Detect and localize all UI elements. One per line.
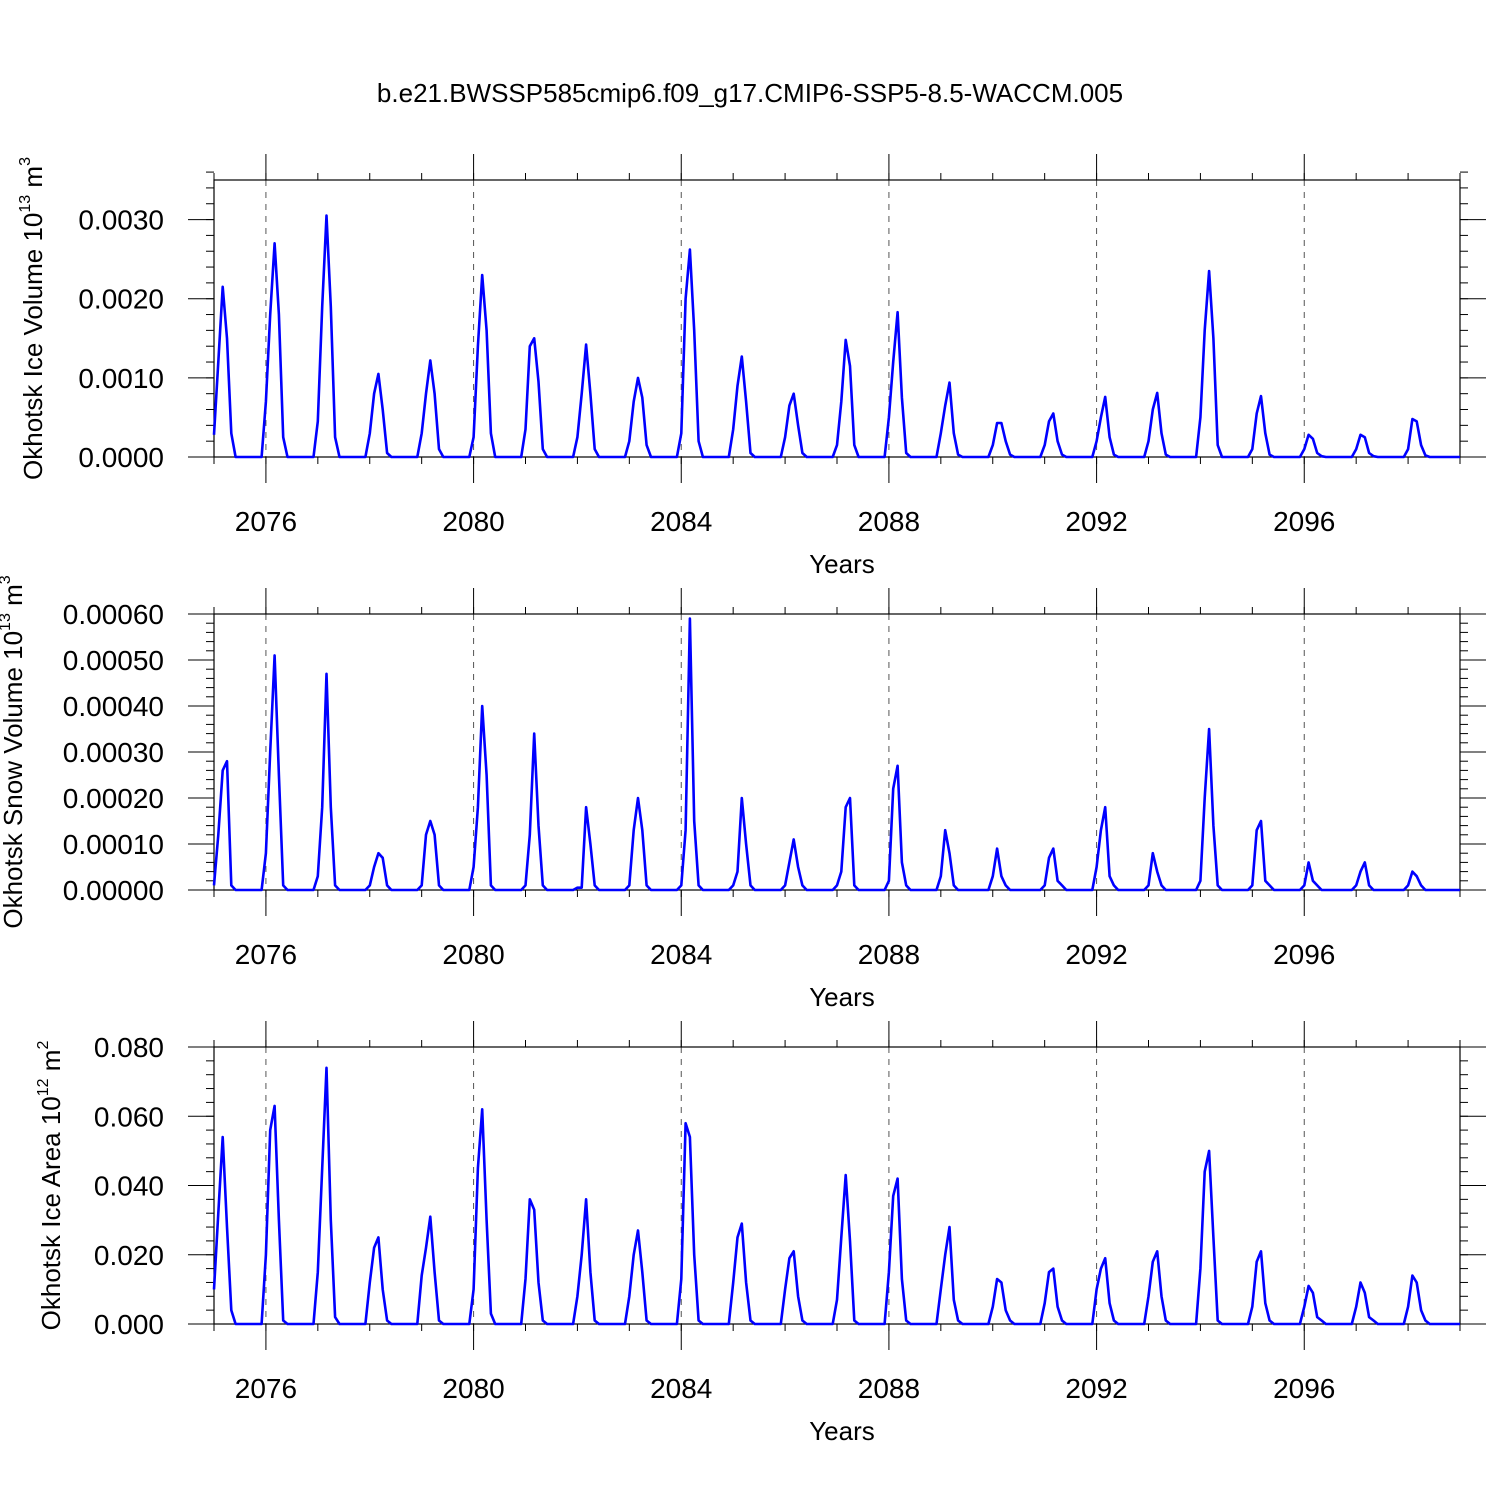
x-tick-label: 2076: [235, 506, 297, 537]
y-axis-unit-exponent: 12: [35, 1078, 52, 1096]
y-tick-label: 0.060: [94, 1101, 164, 1132]
x-tick-label: 2080: [442, 1373, 504, 1404]
y-axis-unit: m: [0, 584, 28, 613]
y-tick-label: 0.00040: [63, 691, 164, 722]
y-tick-label: 0.00020: [63, 783, 164, 814]
y-tick-label: 0.080: [94, 1032, 164, 1063]
y-tick-label: 0.00050: [63, 645, 164, 676]
x-tick-label: 2084: [650, 506, 712, 537]
x-tick-label: 2092: [1065, 939, 1127, 970]
y-tick-label: 0.000: [94, 1309, 164, 1340]
y-axis-unit-power: 3: [0, 575, 14, 584]
x-tick-label: 2080: [442, 939, 504, 970]
x-tick-label: 2080: [442, 506, 504, 537]
series-line: [212, 617, 1460, 892]
chart-panel-3: 2076 2080 2084 2088 2092 2096 0.000 0.020 0.040 0…: [35, 1021, 1486, 1446]
series-line: [212, 1066, 1460, 1326]
y-axis-unit-exponent: 13: [17, 195, 34, 213]
x-tick-label: 2084: [650, 939, 712, 970]
x-tick-label: 2076: [235, 1373, 297, 1404]
y-axis-title-text: Okhotsk Snow Volume 10: [0, 631, 28, 929]
y-axis-title-text: Okhotsk Ice Volume 10: [18, 213, 48, 480]
x-axis-title: Years: [809, 1416, 875, 1446]
y-tick-label: 0.0030: [78, 205, 164, 236]
plot-frame: [213, 179, 1461, 458]
plot-frame: [213, 613, 1461, 891]
y-tick-label: 0.040: [94, 1171, 164, 1202]
x-tick-label: 2088: [858, 939, 920, 970]
y-axis-title: Okhotsk Ice Area 1012 m2: [35, 1041, 66, 1331]
y-tick-label: 0.020: [94, 1240, 164, 1271]
y-tick-label: 0.00000: [63, 875, 164, 906]
chart-panel-1: 2076 2080 2084 2088 2092 2096 0.0000 0.0010 0.00…: [17, 154, 1486, 579]
page-title: b.e21.BWSSP585cmip6.f09_g17.CMIP6-SSP5-8…: [376, 78, 1124, 108]
x-tick-label: 2092: [1065, 1373, 1127, 1404]
y-tick-label: 0.0000: [78, 442, 164, 473]
y-axis-title: Okhotsk Ice Volume 1013 m3: [17, 157, 48, 480]
y-axis-title-text: Okhotsk Ice Area 10: [36, 1096, 66, 1330]
y-axis-unit: m: [18, 166, 48, 195]
x-tick-label: 2084: [650, 1373, 712, 1404]
series-line: [212, 214, 1460, 459]
x-tick-label: 2088: [858, 1373, 920, 1404]
y-axis-unit-power: 2: [35, 1041, 52, 1050]
x-tick-label: 2076: [235, 939, 297, 970]
y-tick-label: 0.0010: [78, 363, 164, 394]
y-axis-unit-exponent: 13: [0, 613, 14, 631]
x-tick-label: 2092: [1065, 506, 1127, 537]
x-tick-label: 2096: [1273, 1373, 1335, 1404]
y-axis-unit: m: [36, 1050, 66, 1079]
y-axis-unit-power: 3: [17, 157, 34, 166]
chart-panel-2: 2076 2080 2084 2088 2092 2096 0.00000 0.00010 0.…: [0, 575, 1486, 1012]
x-tick-label: 2096: [1273, 506, 1335, 537]
y-tick-label: 0.00010: [63, 829, 164, 860]
y-tick-label: 0.00060: [63, 599, 164, 630]
x-axis-title: Years: [809, 549, 875, 579]
y-tick-label: 0.00030: [63, 737, 164, 768]
x-tick-label: 2096: [1273, 939, 1335, 970]
y-axis-title: Okhotsk Snow Volume 1013 m3: [0, 575, 28, 928]
x-axis-title: Years: [809, 982, 875, 1012]
y-tick-label: 0.0020: [78, 284, 164, 315]
x-tick-label: 2088: [858, 506, 920, 537]
